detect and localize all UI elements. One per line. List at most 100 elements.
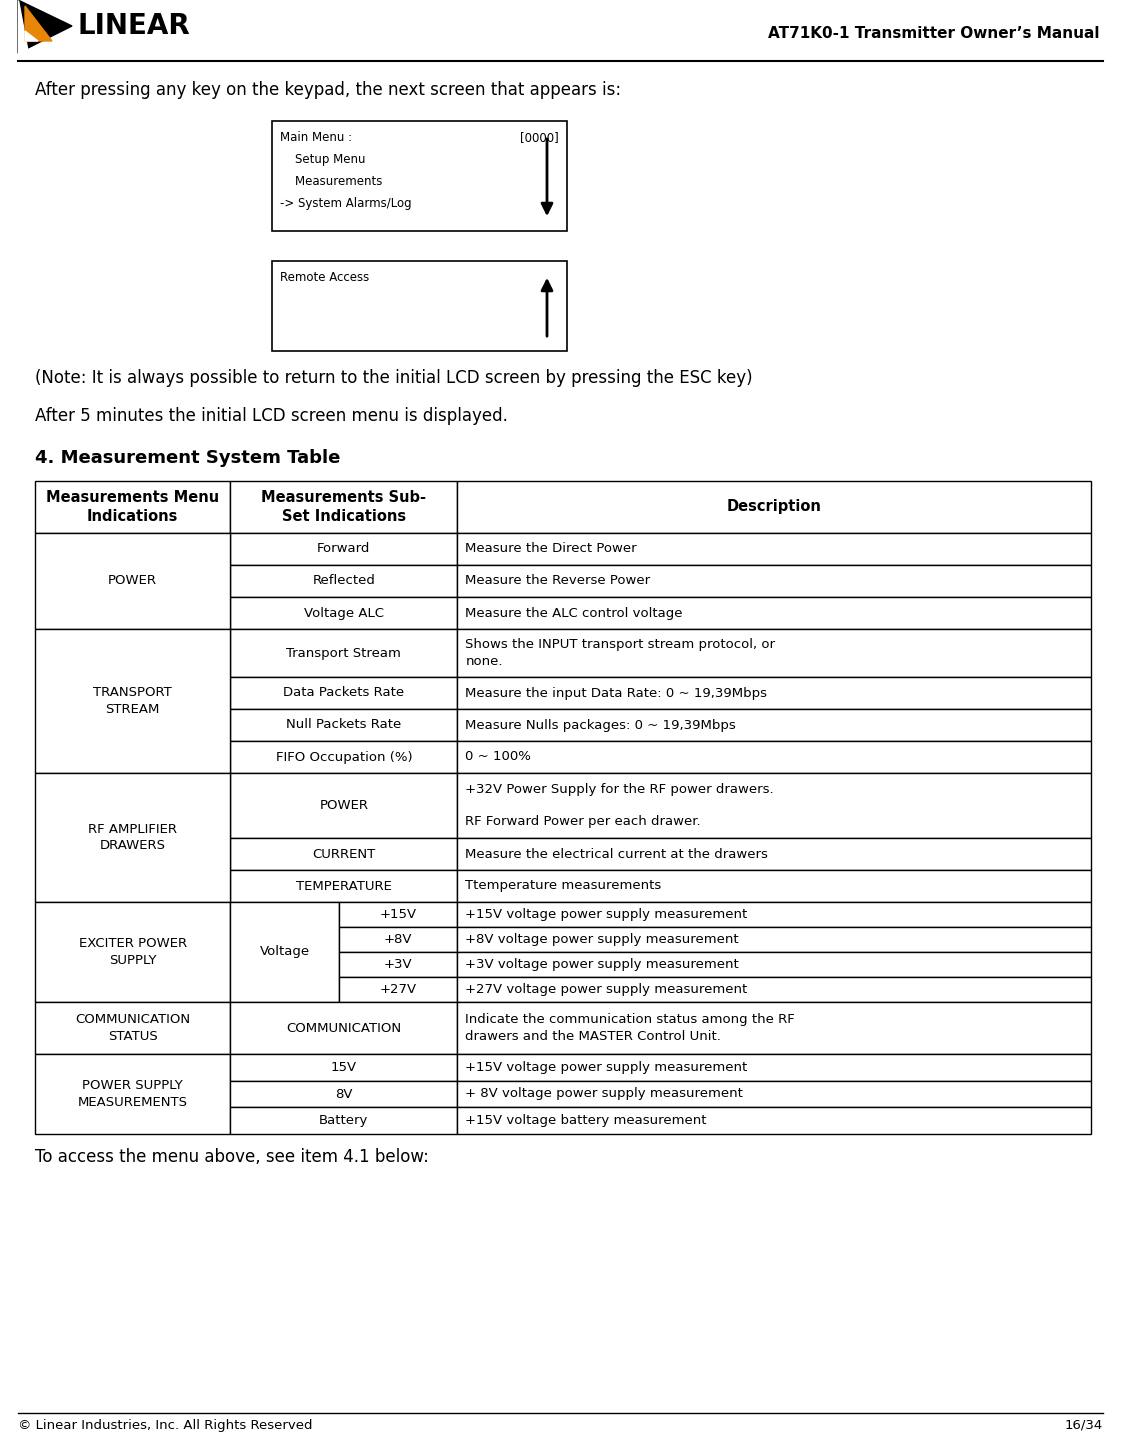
Bar (272, 120, 567, 231)
Bar (457, 1003, 1091, 1053)
Bar (340, 977, 457, 1003)
Bar (35, 903, 230, 1003)
Text: Measure the Reverse Power: Measure the Reverse Power (465, 575, 650, 588)
Bar (230, 1003, 457, 1053)
Bar (230, 741, 457, 773)
Polygon shape (25, 6, 52, 41)
Text: Indicate the communication status among the RF
drawers and the MASTER Control Un: Indicate the communication status among … (465, 1013, 795, 1043)
Text: +15V: +15V (380, 908, 417, 921)
Text: Main Menu :: Main Menu : (280, 131, 352, 144)
Text: Transport Stream: Transport Stream (287, 647, 401, 660)
Bar (457, 741, 1091, 773)
Text: Null Packets Rate: Null Packets Rate (286, 718, 401, 731)
Bar (230, 1107, 457, 1135)
Text: 8V: 8V (335, 1087, 353, 1100)
Text: After pressing any key on the keypad, the next screen that appears is:: After pressing any key on the keypad, th… (35, 81, 621, 99)
Text: 0 ~ 100%: 0 ~ 100% (465, 750, 531, 763)
Bar (230, 1081, 457, 1107)
Bar (457, 952, 1091, 977)
Bar (457, 480, 1091, 533)
Text: Forward: Forward (317, 543, 371, 556)
Text: COMMUNICATION
STATUS: COMMUNICATION STATUS (75, 1013, 191, 1043)
Bar (457, 678, 1091, 710)
Text: +27V: +27V (380, 982, 417, 995)
Text: Measurements Sub-
Set Indications: Measurements Sub- Set Indications (261, 490, 426, 524)
Text: Voltage: Voltage (260, 946, 309, 959)
Bar (457, 564, 1091, 596)
Bar (457, 977, 1091, 1003)
Text: Measure the input Data Rate: 0 ~ 19,39Mbps: Measure the input Data Rate: 0 ~ 19,39Mb… (465, 686, 768, 699)
Text: +3V voltage power supply measurement: +3V voltage power supply measurement (465, 958, 739, 971)
Text: 4. Measurement System Table: 4. Measurement System Table (35, 448, 341, 467)
Text: -> System Alarms/Log: -> System Alarms/Log (280, 197, 411, 210)
Bar (230, 596, 457, 628)
Text: Measurements Menu
Indications: Measurements Menu Indications (46, 490, 220, 524)
Bar (35, 480, 230, 533)
Bar (35, 628, 230, 773)
Text: Shows the INPUT transport stream protocol, or
none.: Shows the INPUT transport stream protoco… (465, 638, 776, 667)
Text: AT71K0-1 Transmitter Owner’s Manual: AT71K0-1 Transmitter Owner’s Manual (769, 26, 1100, 41)
Polygon shape (18, 0, 72, 54)
Text: RF AMPLIFIER
DRAWERS: RF AMPLIFIER DRAWERS (89, 823, 177, 852)
Text: +32V Power Supply for the RF power drawers.

RF Forward Power per each drawer.: +32V Power Supply for the RF power drawe… (465, 782, 773, 829)
Text: +15V voltage battery measurement: +15V voltage battery measurement (465, 1114, 707, 1127)
Bar (272, 261, 567, 351)
Text: © Linear Industries, Inc. All Rights Reserved: © Linear Industries, Inc. All Rights Res… (18, 1419, 313, 1432)
Text: TRANSPORT
STREAM: TRANSPORT STREAM (93, 686, 172, 715)
Text: POWER: POWER (109, 575, 157, 588)
Bar (340, 952, 457, 977)
Text: FIFO Occupation (%): FIFO Occupation (%) (276, 750, 413, 763)
Bar (457, 773, 1091, 839)
Bar (340, 927, 457, 952)
Bar (230, 839, 457, 871)
Text: EXCITER POWER
SUPPLY: EXCITER POWER SUPPLY (78, 937, 187, 966)
Text: COMMUNICATION: COMMUNICATION (286, 1022, 401, 1035)
Text: Setup Menu: Setup Menu (280, 152, 365, 165)
Bar (35, 1003, 230, 1053)
Bar (340, 903, 457, 927)
Bar (457, 903, 1091, 927)
Bar (457, 533, 1091, 564)
Bar (230, 564, 457, 596)
Text: Voltage ALC: Voltage ALC (304, 607, 383, 620)
Polygon shape (25, 30, 38, 41)
Bar (230, 480, 457, 533)
Text: Measure the ALC control voltage: Measure the ALC control voltage (465, 607, 683, 620)
Bar (35, 1053, 230, 1135)
Text: +27V voltage power supply measurement: +27V voltage power supply measurement (465, 982, 748, 995)
Text: POWER: POWER (319, 800, 369, 813)
Text: POWER SUPPLY
MEASUREMENTS: POWER SUPPLY MEASUREMENTS (77, 1080, 187, 1109)
Text: Description: Description (726, 499, 822, 515)
Text: Data Packets Rate: Data Packets Rate (284, 686, 405, 699)
Bar (457, 839, 1091, 871)
Text: [0000]: [0000] (520, 131, 559, 144)
Bar (457, 871, 1091, 903)
Bar (457, 1081, 1091, 1107)
Text: LINEAR: LINEAR (78, 12, 191, 41)
Text: After 5 minutes the initial LCD screen menu is displayed.: After 5 minutes the initial LCD screen m… (35, 406, 508, 425)
Text: +8V voltage power supply measurement: +8V voltage power supply measurement (465, 933, 739, 946)
Text: +3V: +3V (385, 958, 413, 971)
Text: Battery: Battery (319, 1114, 369, 1127)
Text: +8V: +8V (385, 933, 413, 946)
Text: Measurements: Measurements (280, 176, 382, 189)
Bar (457, 1107, 1091, 1135)
Text: 16/34: 16/34 (1065, 1419, 1103, 1432)
Text: Remote Access: Remote Access (280, 271, 369, 284)
Text: +15V voltage power supply measurement: +15V voltage power supply measurement (465, 908, 748, 921)
Bar (457, 1053, 1091, 1081)
Bar (230, 710, 457, 741)
Bar (230, 773, 457, 839)
Text: CURRENT: CURRENT (313, 847, 376, 860)
Text: Measure the Direct Power: Measure the Direct Power (465, 543, 637, 556)
Bar (457, 927, 1091, 952)
Text: 15V: 15V (331, 1061, 356, 1074)
Polygon shape (18, 0, 28, 54)
Bar (457, 596, 1091, 628)
Bar (230, 678, 457, 710)
Text: Reflected: Reflected (313, 575, 376, 588)
Bar (230, 1053, 457, 1081)
Bar (35, 773, 230, 903)
Bar (457, 628, 1091, 678)
Text: (Note: It is always possible to return to the initial LCD screen by pressing the: (Note: It is always possible to return t… (35, 369, 752, 387)
